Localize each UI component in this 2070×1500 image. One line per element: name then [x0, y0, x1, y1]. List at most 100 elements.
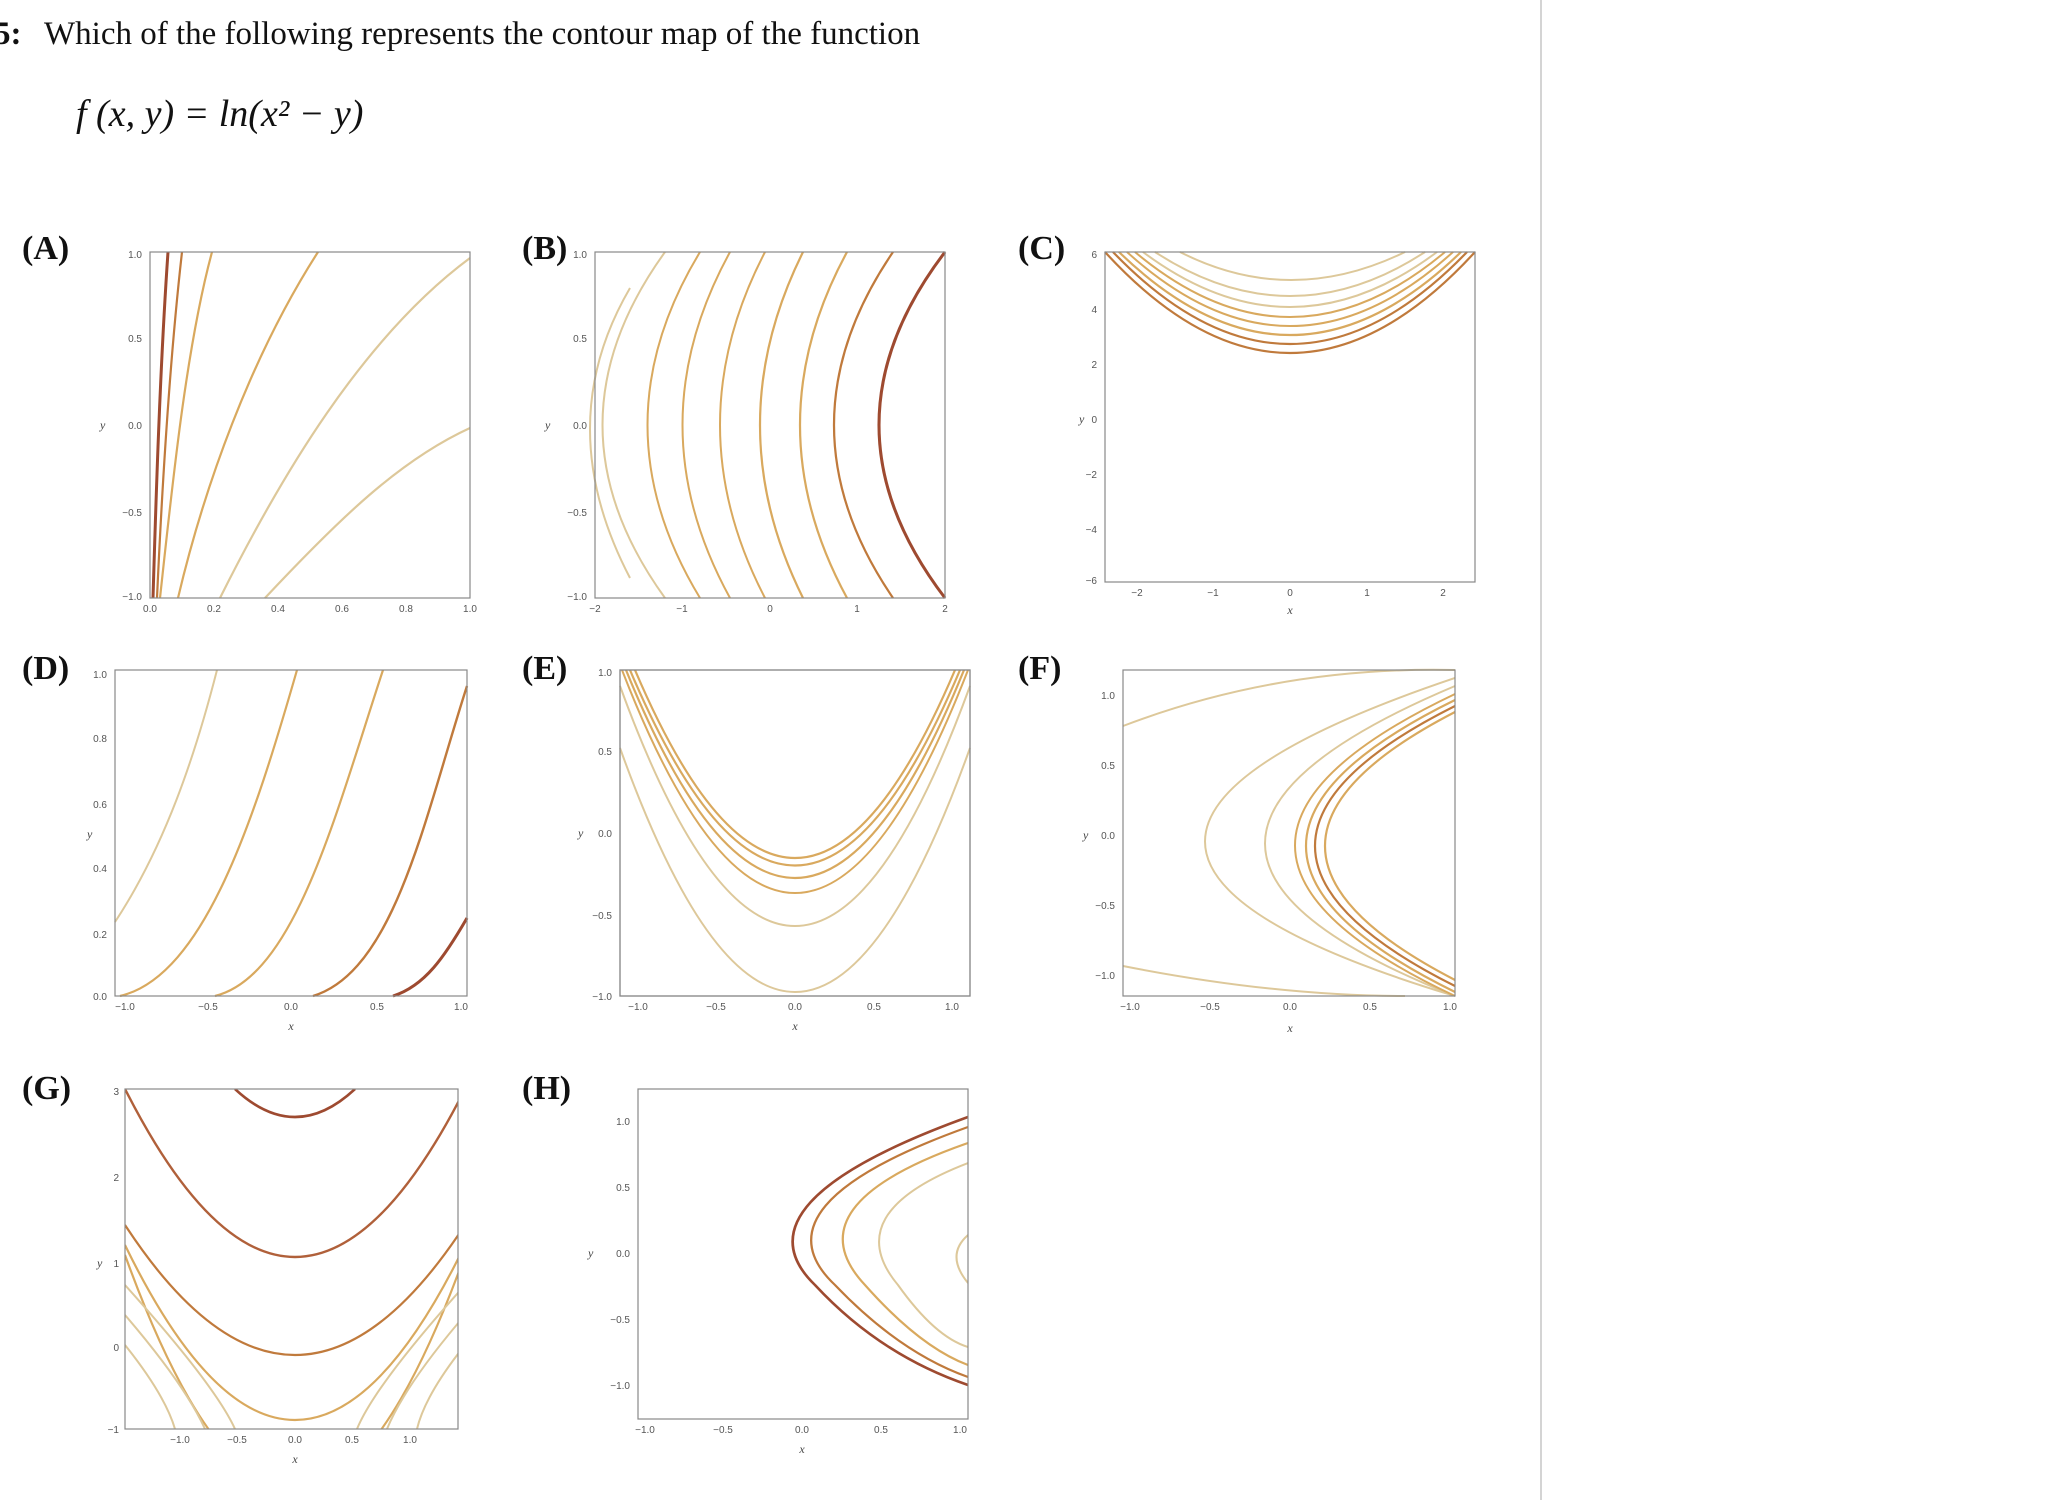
y-ticks-g: 3 2 1 0 −1 — [108, 1087, 120, 1436]
y-axis-label-a: y — [99, 418, 106, 432]
svg-text:1.0: 1.0 — [945, 1002, 959, 1013]
svg-text:0.5: 0.5 — [616, 1183, 630, 1194]
svg-text:0: 0 — [113, 1343, 119, 1354]
contours-d — [114, 669, 469, 998]
plot-frame-h — [637, 1088, 969, 1420]
svg-text:1.0: 1.0 — [403, 1435, 417, 1446]
option-g-label[interactable]: (G) — [22, 1070, 72, 1107]
svg-text:0.0: 0.0 — [598, 829, 612, 840]
contours-e — [619, 669, 971, 993]
contour-plot-a[interactable]: 1.0 0.5 0.0 −0.5 −1.0 0.0 0.2 0.4 0.6 0.… — [99, 248, 500, 618]
svg-text:0.0: 0.0 — [616, 1249, 630, 1260]
svg-text:0: 0 — [767, 604, 773, 615]
svg-text:0.0: 0.0 — [1101, 831, 1115, 842]
svg-text:−1: −1 — [1207, 588, 1219, 599]
svg-text:−1.0: −1.0 — [610, 1381, 630, 1392]
svg-text:0.0: 0.0 — [288, 1435, 302, 1446]
svg-text:−2: −2 — [589, 604, 601, 615]
svg-text:0.2: 0.2 — [207, 604, 221, 615]
svg-text:−0.5: −0.5 — [122, 508, 142, 519]
x-ticks-f: −1.0 −0.5 0.0 0.5 1.0 — [1120, 1002, 1457, 1013]
x-ticks-a: 0.0 0.2 0.4 0.6 0.8 1.0 — [143, 604, 477, 615]
plot-frame-c — [1104, 251, 1476, 583]
svg-text:−4: −4 — [1086, 525, 1098, 536]
y-axis-label-e: y — [577, 826, 584, 840]
svg-text:3: 3 — [113, 1087, 119, 1098]
svg-text:0.6: 0.6 — [93, 800, 107, 811]
svg-text:0: 0 — [1091, 415, 1097, 426]
svg-text:−1: −1 — [108, 1425, 120, 1436]
y-axis-label-b: y — [544, 418, 551, 432]
svg-text:1.0: 1.0 — [454, 1002, 468, 1013]
svg-text:−1.0: −1.0 — [592, 992, 612, 1003]
svg-text:−0.5: −0.5 — [706, 1002, 726, 1013]
question-panel: 5: Which of the following represents the… — [0, 16, 1495, 1470]
svg-text:−1.0: −1.0 — [1120, 1002, 1140, 1013]
contour-plot-d[interactable]: 1.0 0.8 0.6 0.4 0.2 0.0 −1.0 −0.5 0.0 0.… — [85, 666, 485, 1056]
contour-plot-f[interactable]: 1.0 0.5 0.0 −0.5 −1.0 −1.0 −0.5 0.0 0.5 … — [1075, 666, 1495, 1066]
svg-text:−0.5: −0.5 — [1095, 901, 1115, 912]
svg-text:0.0: 0.0 — [93, 992, 107, 1003]
x-ticks-d: −1.0 −0.5 0.0 0.5 1.0 — [115, 1002, 468, 1013]
option-h-label[interactable]: (H) — [522, 1070, 572, 1107]
function-formula: f (x, y) = ln(x² − y) — [76, 93, 364, 135]
svg-text:0.5: 0.5 — [128, 334, 142, 345]
question-text: Which of the following represents the co… — [44, 16, 921, 52]
svg-text:0.0: 0.0 — [788, 1002, 802, 1013]
x-ticks-h: −1.0 −0.5 0.0 0.5 1.0 — [635, 1425, 967, 1436]
contour-plot-h[interactable]: 1.0 0.5 0.0 −0.5 −1.0 −1.0 −0.5 0.0 0.5 … — [580, 1085, 990, 1470]
y-ticks-b: 1.0 0.5 0.0 −0.5 −1.0 — [567, 250, 587, 603]
svg-text:−1.0: −1.0 — [635, 1425, 655, 1436]
svg-text:2: 2 — [942, 604, 948, 615]
contour-plot-e[interactable]: 1.0 0.5 0.0 −0.5 −1.0 −1.0 −0.5 0.0 0.5 … — [577, 666, 990, 1057]
option-c-label[interactable]: (C) — [1018, 230, 1066, 267]
y-axis-label-c: y — [1078, 412, 1085, 426]
x-axis-label-g: x — [291, 1452, 298, 1466]
contour-plot-b[interactable]: 1.0 0.5 0.0 −0.5 −1.0 −2 −1 0 1 2 y — [544, 248, 995, 618]
svg-text:−2: −2 — [1086, 470, 1098, 481]
y-ticks-h: 1.0 0.5 0.0 −0.5 −1.0 — [610, 1117, 630, 1392]
x-ticks-b: −2 −1 0 1 2 — [589, 604, 948, 615]
plot-frame-b — [594, 251, 946, 599]
y-axis-label-f: y — [1082, 828, 1089, 842]
contours-h — [791, 1115, 968, 1387]
svg-text:−1.0: −1.0 — [122, 592, 142, 603]
svg-text:0.5: 0.5 — [345, 1435, 359, 1446]
svg-text:0.2: 0.2 — [93, 930, 107, 941]
option-b-label[interactable]: (B) — [522, 230, 568, 267]
svg-text:−0.5: −0.5 — [1200, 1002, 1220, 1013]
svg-text:0.6: 0.6 — [335, 604, 349, 615]
y-ticks-e: 1.0 0.5 0.0 −0.5 −1.0 — [592, 668, 612, 1003]
svg-text:0.5: 0.5 — [370, 1002, 384, 1013]
y-ticks-c: 6 4 2 0 −2 −4 −6 — [1086, 250, 1098, 587]
option-e-label[interactable]: (E) — [522, 650, 568, 687]
svg-text:1.0: 1.0 — [953, 1425, 967, 1436]
svg-text:0.4: 0.4 — [93, 864, 107, 875]
svg-text:2: 2 — [1440, 588, 1446, 599]
svg-text:0.5: 0.5 — [1101, 761, 1115, 772]
svg-text:−0.5: −0.5 — [592, 911, 612, 922]
svg-text:6: 6 — [1091, 250, 1097, 261]
contour-plot-c[interactable]: 6 4 2 0 −2 −4 −6 −2 −1 0 1 2 y x — [1075, 248, 1495, 618]
option-f-label[interactable]: (F) — [1018, 650, 1062, 687]
svg-text:−0.5: −0.5 — [198, 1002, 218, 1013]
svg-text:0: 0 — [1287, 588, 1293, 599]
plot-frame-e — [619, 669, 971, 997]
contour-plot-g[interactable]: 3 2 1 0 −1 −1.0 −0.5 0.0 0.5 1.0 y x — [95, 1085, 495, 1470]
y-ticks-f: 1.0 0.5 0.0 −0.5 −1.0 — [1095, 691, 1115, 982]
svg-text:−1: −1 — [676, 604, 688, 615]
y-ticks-a: 1.0 0.5 0.0 −0.5 −1.0 — [122, 250, 142, 603]
svg-text:1.0: 1.0 — [1443, 1002, 1457, 1013]
svg-text:0.5: 0.5 — [573, 334, 587, 345]
svg-text:−0.5: −0.5 — [567, 508, 587, 519]
svg-text:0.0: 0.0 — [128, 421, 142, 432]
svg-text:−1.0: −1.0 — [567, 592, 587, 603]
svg-text:−1.0: −1.0 — [1095, 971, 1115, 982]
svg-text:1.0: 1.0 — [573, 250, 587, 261]
x-ticks-g: −1.0 −0.5 0.0 0.5 1.0 — [170, 1435, 417, 1446]
svg-text:−0.5: −0.5 — [713, 1425, 733, 1436]
option-d-label[interactable]: (D) — [22, 650, 70, 687]
option-a-label[interactable]: (A) — [22, 230, 70, 267]
x-axis-label-c: x — [1286, 603, 1293, 617]
svg-text:2: 2 — [113, 1173, 119, 1184]
